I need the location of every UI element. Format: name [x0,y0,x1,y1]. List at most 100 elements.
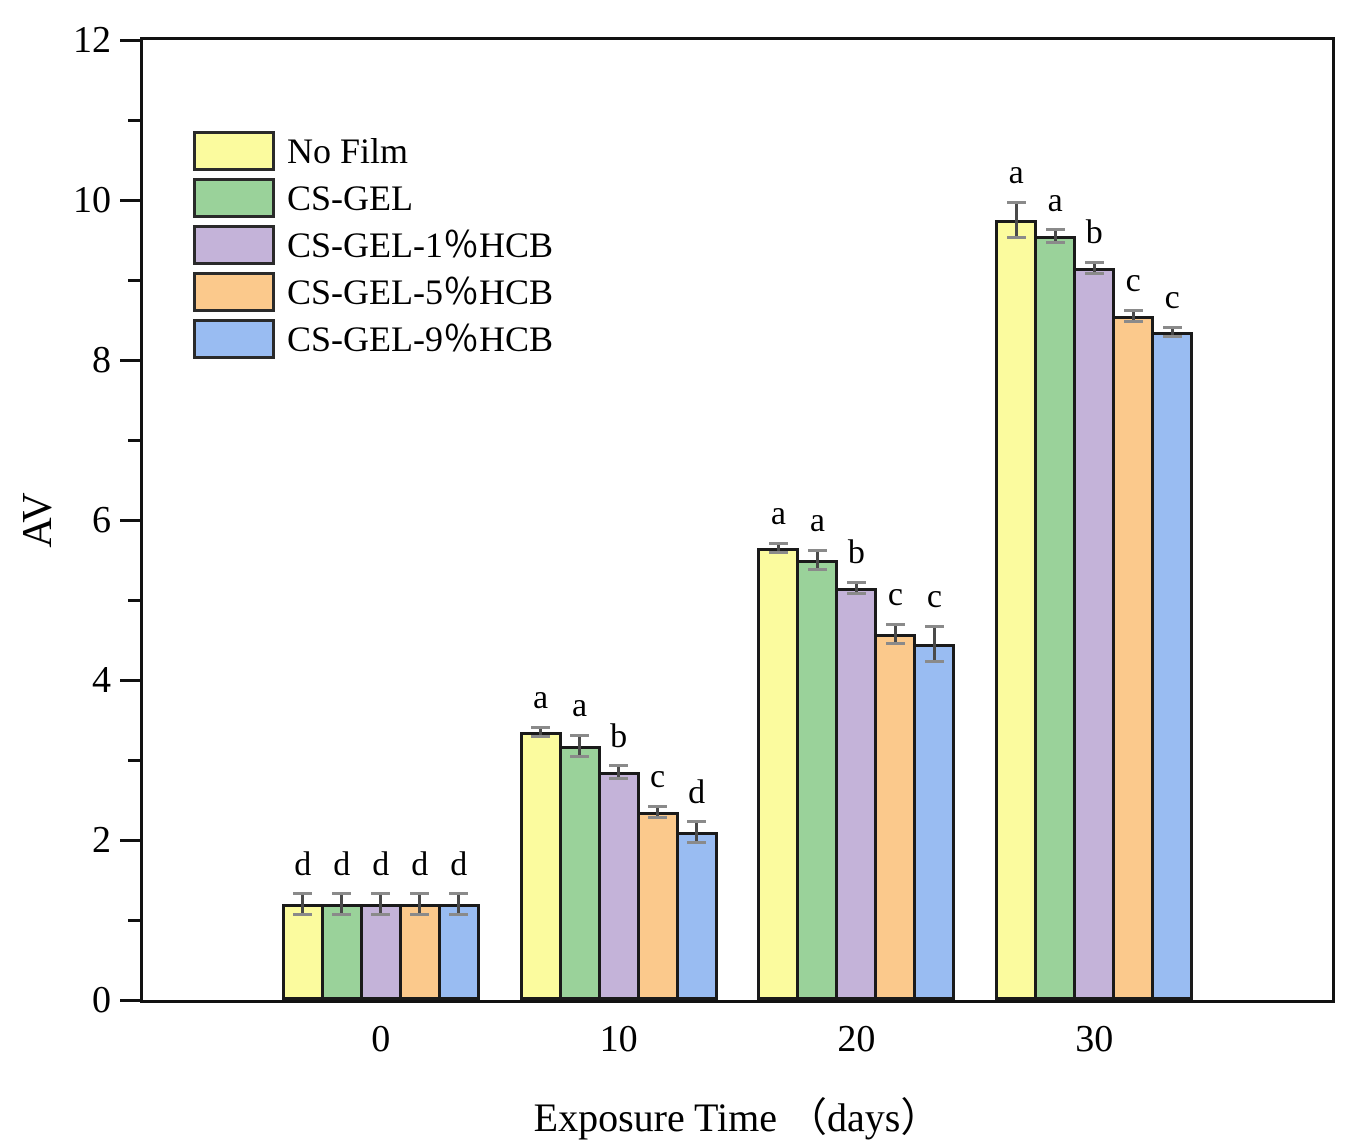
error-bar-cap [531,725,551,729]
legend: No Film CS-GEL CS-GEL-1％HCB CS-GEL-5％HCB CS-… [193,131,553,366]
error-bar-cap [807,568,827,572]
y-axis-tick-label: 8 [92,339,111,381]
significance-letter: d [450,845,468,883]
error-bar-cap [449,892,469,896]
legend-label: CS-GEL-1％HCB [287,225,554,265]
legend-swatch [193,319,275,359]
significance-letter: b [1085,214,1103,252]
error-bar-cap [1123,320,1143,324]
y-axis-major-tick [120,518,140,522]
bar-cs-gel-5-hcb-day30 [1112,316,1155,1000]
error-bar-cap [768,551,788,555]
significance-letter: c [926,578,942,616]
error-bar-cap [807,548,827,552]
legend-item: CS-GEL-9％HCB [193,319,553,359]
legend-label: CS-GEL [287,178,413,218]
error-bar-cap [332,892,352,896]
y-axis-tick-label: 4 [92,659,111,701]
significance-letter: d [411,845,429,883]
error-bar-cap [885,622,905,626]
error-bar [656,806,660,818]
error-bar [1170,327,1174,337]
significance-letter: b [847,534,865,572]
legend-item: No Film [193,131,553,171]
error-bar [854,582,858,594]
error-bar-cap [1162,335,1182,339]
legend-label: CS-GEL-5％HCB [287,272,554,312]
legend-item: CS-GEL-1％HCB [193,225,553,265]
y-axis-major-tick [120,38,140,42]
legend-swatch [193,272,275,312]
bar-cs-gel-1-hcb-day20 [835,588,878,1000]
error-bar [695,821,699,843]
bar-cs-gel-1-hcb-day10 [597,772,640,1000]
error-bar-cap [1162,325,1182,329]
bar-cs-gel-day20 [796,560,839,1000]
legend-swatch [193,225,275,265]
bar-cs-gel-9-hcb-day0 [437,904,480,1000]
bar-cs-gel-5-hcb-day10 [636,812,679,1000]
error-bar [815,550,819,570]
error-bar-cap [1123,308,1143,312]
bar-cs-gel-9-hcb-day20 [913,644,956,1000]
error-bar [1053,229,1057,243]
significance-letter: a [533,679,549,717]
y-axis-tick-label: 2 [92,819,111,861]
legend-item: CS-GEL [193,178,553,218]
y-axis-major-tick [120,998,140,1002]
significance-letter: d [372,845,390,883]
error-bar [893,624,897,644]
bar-no-film-day0 [281,904,324,1000]
y-axis-minor-tick [128,598,140,602]
error-bar [340,893,344,915]
y-axis-tick-label: 12 [73,19,111,61]
bar-cs-gel-9-hcb-day10 [675,832,718,1000]
error-bar [578,735,582,756]
x-axis-tick-label: 30 [1075,1018,1114,1060]
error-bar-cap [846,580,866,584]
bar-no-film-day20 [757,548,800,1000]
significance-letter: a [1008,154,1024,192]
error-bar-cap [609,776,629,780]
legend-swatch [193,178,275,218]
error-bar-cap [924,624,944,628]
significance-letter: a [809,502,825,540]
bar-cs-gel-day10 [558,745,601,1000]
error-bar [1131,310,1135,322]
error-bar-cap [531,735,551,739]
error-bar-cap [570,754,590,758]
error-bar-cap [570,733,590,737]
y-axis-minor-tick [128,438,140,442]
significance-letter: a [770,495,786,533]
error-bar-cap [1045,228,1065,232]
legend-label: No Film [287,131,409,171]
error-bar [539,727,543,737]
error-bar [1014,202,1018,238]
error-bar [1092,262,1096,274]
error-bar [418,893,422,915]
y-axis-minor-tick [128,278,140,282]
y-axis-tick-label: 10 [73,179,111,221]
x-axis-tick-label: 20 [837,1018,876,1060]
significance-letter: b [610,717,628,755]
y-axis-minor-tick [128,918,140,922]
error-bar [932,626,936,662]
error-bar [301,893,305,915]
bar-no-film-day10 [519,732,562,1000]
error-bar-cap [1045,240,1065,244]
error-bar-cap [1006,236,1026,240]
error-bar-cap [648,816,668,820]
error-bar [457,893,461,915]
error-bar-cap [332,912,352,916]
error-bar-cap [687,820,707,824]
error-bar [617,765,621,779]
error-bar-cap [371,892,391,896]
bar-no-film-day30 [995,220,1038,1000]
y-axis-tick-label: 6 [92,499,111,541]
significance-letter: c [1164,279,1180,317]
y-axis-major-tick [120,198,140,202]
error-bar [379,893,383,915]
y-axis-tick-label: 0 [92,979,111,1021]
legend-item: CS-GEL-5％HCB [193,272,553,312]
bar-cs-gel-1-hcb-day0 [359,904,402,1000]
